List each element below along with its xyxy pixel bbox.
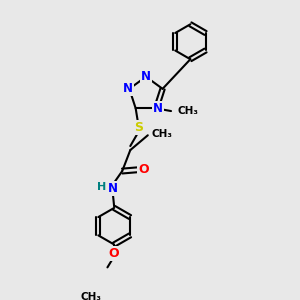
Text: O: O bbox=[109, 247, 119, 260]
Text: H: H bbox=[97, 182, 106, 192]
Text: S: S bbox=[134, 121, 143, 134]
Text: O: O bbox=[138, 163, 149, 176]
Text: N: N bbox=[108, 182, 118, 195]
Text: N: N bbox=[123, 82, 133, 95]
Text: N: N bbox=[153, 102, 163, 115]
Text: CH₃: CH₃ bbox=[81, 292, 102, 300]
Text: CH₃: CH₃ bbox=[151, 129, 172, 139]
Text: N: N bbox=[141, 70, 151, 83]
Text: CH₃: CH₃ bbox=[178, 106, 199, 116]
